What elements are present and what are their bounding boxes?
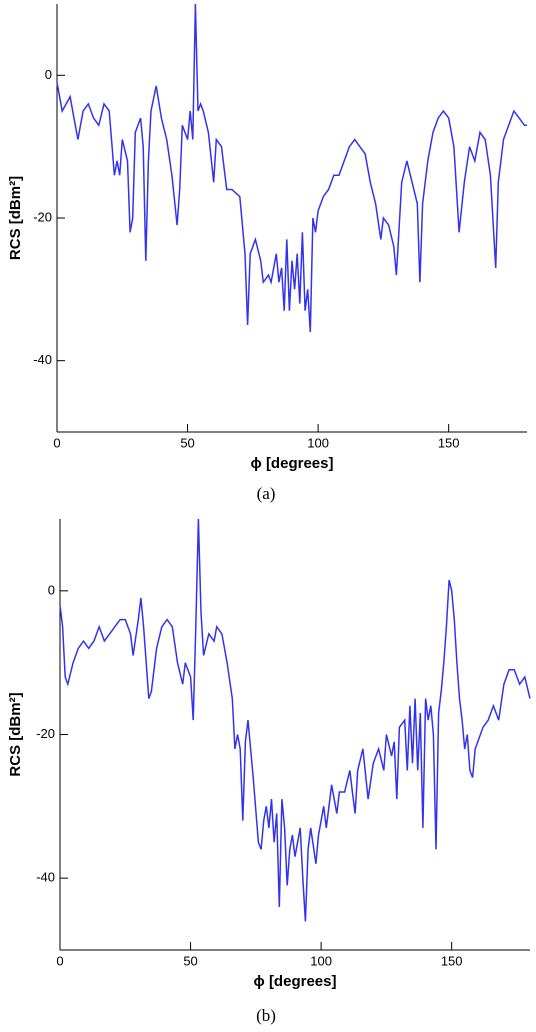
y-axis-label: RCS [dBm²]	[7, 692, 24, 776]
x-tick-label: 0	[56, 953, 63, 968]
x-tick-label: 0	[53, 435, 60, 450]
x-tick-label: 100	[310, 953, 332, 968]
x-tick-label: 50	[180, 435, 194, 450]
x-tick-label: 100	[307, 435, 329, 450]
caption: (b)	[256, 1006, 276, 1025]
y-tick-label: 0	[48, 582, 55, 597]
x-tick-label: 150	[438, 435, 460, 450]
x-axis-label: ϕ [degrees]	[254, 973, 337, 990]
y-axis-label: RCS [dBm²]	[7, 176, 24, 260]
x-tick-label: 150	[441, 953, 463, 968]
caption: (a)	[257, 484, 276, 503]
x-axis-label: ϕ [degrees]	[251, 455, 334, 472]
data-line	[56, 3, 527, 333]
y-tick-label: -40	[36, 870, 55, 885]
y-tick-label: -40	[33, 352, 52, 367]
y-tick-label: 0	[45, 67, 52, 82]
y-tick-label: -20	[33, 209, 52, 224]
data-line	[59, 518, 531, 922]
x-tick-label: 50	[183, 953, 197, 968]
y-tick-label: -20	[36, 726, 55, 741]
